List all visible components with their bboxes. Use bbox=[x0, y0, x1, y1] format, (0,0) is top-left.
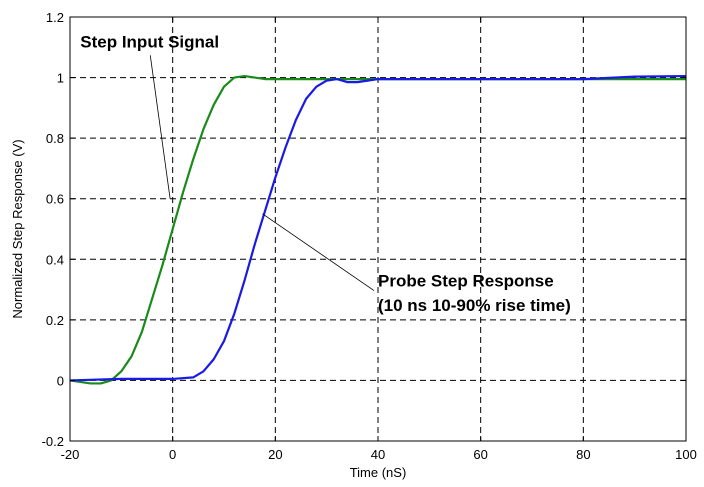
y-tick-label: 0.4 bbox=[46, 252, 64, 267]
y-tick-label: 0.6 bbox=[46, 192, 64, 207]
x-tick-label: 60 bbox=[473, 447, 487, 462]
x-tick-label: 80 bbox=[576, 447, 590, 462]
x-axis-label: Time (nS) bbox=[350, 465, 407, 480]
annotation-step-input: Step Input Signal bbox=[80, 32, 219, 51]
y-tick-label: 0.8 bbox=[46, 131, 64, 146]
x-tick-label: 20 bbox=[268, 447, 282, 462]
y-tick-label: 1.2 bbox=[46, 10, 64, 25]
series-layer bbox=[69, 74, 687, 385]
y-axis-label: Normalized Step Response (V) bbox=[10, 139, 25, 318]
x-tick-label: 0 bbox=[169, 447, 176, 462]
x-tick-label: -20 bbox=[61, 447, 80, 462]
annotation-leaders bbox=[149, 55, 375, 291]
leader-line-probe-response bbox=[262, 213, 375, 291]
y-tick-label: 0.2 bbox=[46, 313, 64, 328]
tick-labels: -20 0 20 40 60 80 100 -0.2 0 0.2 0.4 0.6 0.8 1 1.2 bbox=[42, 10, 697, 462]
y-tick-label: 1 bbox=[57, 71, 64, 86]
x-tick-label: 40 bbox=[371, 447, 385, 462]
annotation-rise-time: (10 ns 10-90% rise time) bbox=[378, 296, 571, 315]
series-line-1 bbox=[69, 74, 686, 385]
annotation-probe-response: Probe Step Response bbox=[378, 272, 554, 291]
axes bbox=[69, 16, 687, 442]
y-tick-label: 0 bbox=[57, 373, 64, 388]
grid bbox=[70, 17, 686, 441]
x-tick-label: 100 bbox=[675, 447, 697, 462]
y-tick-label: -0.2 bbox=[42, 434, 64, 449]
leader-line-step-input bbox=[149, 55, 171, 199]
series-line-2 bbox=[69, 74, 687, 382]
